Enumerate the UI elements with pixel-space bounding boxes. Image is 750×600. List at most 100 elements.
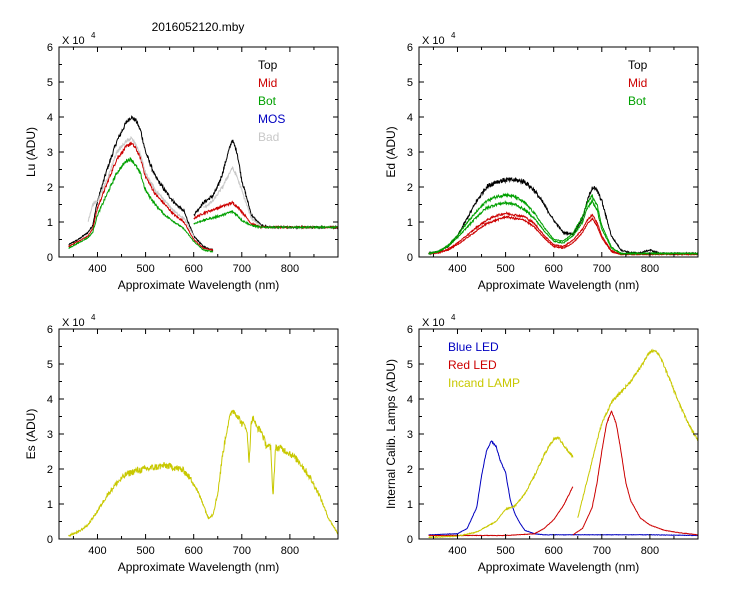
x-tick-label: 400 (448, 263, 466, 275)
series-group (68, 115, 338, 253)
y-tick-label: 5 (407, 77, 413, 89)
plot-frame (58, 328, 339, 540)
y-tick-label: 1 (47, 217, 53, 229)
legend-entry-incand-lamp: Incand LAMP (448, 376, 520, 390)
series-line-red-led (572, 410, 698, 536)
y-tick-label: 4 (47, 112, 53, 124)
y-exponent-label: X 10 (62, 35, 85, 47)
y-tick-label: 4 (407, 112, 413, 124)
y-axis-label: Lu (ADU) (24, 127, 38, 177)
legend-entry-top: Top (258, 58, 278, 72)
y-axis-label: Internal Calib. Lamps (ADU) (384, 359, 398, 509)
series-line-red-led (428, 486, 574, 537)
y-tick-label: 2 (47, 182, 53, 194)
series-line-bot (428, 192, 698, 256)
x-tick-label: 600 (185, 545, 203, 557)
legend-entry-blue-led: Blue LED (448, 340, 499, 354)
x-axis-label: Approximate Wavelength (nm) (118, 560, 280, 574)
chart-lamps: 400 500 600 700 800 0 1 2 3 4 5 6 X 10 4 Approximate W… (384, 313, 699, 574)
y-tick-label: 4 (407, 394, 413, 406)
y-tick-label: 4 (47, 394, 53, 406)
x-tick-label: 400 (448, 545, 466, 557)
x-tick-label: 600 (545, 545, 563, 557)
x-axis-label: Approximate Wavelength (nm) (478, 560, 640, 574)
series-line-top (428, 176, 698, 256)
chart-lu: 400 500 600 700 800 0 1 2 3 4 5 6 X 10 4 Approximate W… (24, 31, 339, 292)
legend-entry-bot: Bot (628, 94, 647, 108)
series-line-bot (193, 210, 338, 230)
y-tick-label: 1 (407, 217, 413, 229)
x-tick-label: 400 (88, 263, 106, 275)
y-tick-label: 1 (407, 499, 413, 511)
y-exponent-power: 4 (451, 31, 456, 40)
y-tick-label: 3 (47, 429, 53, 441)
legend-entry-red-led: Red LED (448, 358, 497, 372)
y-axis-label: Es (ADU) (24, 409, 38, 460)
x-tick-label: 500 (136, 263, 154, 275)
figure-title: 2016052120.mby (152, 20, 245, 34)
chart-es: 400 500 600 700 800 0 1 2 3 4 5 6 X 10 4 Approximate W… (24, 313, 339, 574)
y-tick-label: 3 (407, 429, 413, 441)
x-tick-label: 600 (185, 263, 203, 275)
y-exponent-power: 4 (91, 313, 96, 322)
y-exponent-label: X 10 (422, 35, 445, 47)
y-tick-label: 5 (47, 359, 53, 371)
y-tick-label: 6 (407, 324, 413, 336)
y-axis-label: Ed (ADU) (384, 126, 398, 177)
series-line-mid (193, 200, 338, 230)
series-line-top (193, 139, 338, 230)
series-line-es (68, 409, 338, 537)
series-group (68, 409, 338, 537)
x-tick-label: 800 (281, 263, 299, 275)
x-tick-label: 700 (593, 545, 611, 557)
x-tick-label: 700 (233, 545, 251, 557)
y-exponent-label: X 10 (422, 317, 445, 329)
x-tick-label: 400 (88, 545, 106, 557)
series-line-blue-led (428, 440, 698, 537)
y-tick-label: 0 (407, 252, 413, 264)
x-tick-label: 800 (281, 545, 299, 557)
y-exponent-power: 4 (451, 313, 456, 322)
series-group (428, 176, 698, 257)
x-tick-label: 500 (136, 545, 154, 557)
y-tick-label: 2 (407, 182, 413, 194)
series-line-mid (428, 214, 698, 256)
legend-entry-top: Top (628, 58, 648, 72)
y-tick-label: 0 (47, 534, 53, 546)
series-line-incand-lamp (577, 348, 698, 518)
y-tick-label: 2 (47, 464, 53, 476)
y-tick-label: 5 (47, 77, 53, 89)
y-tick-label: 6 (407, 42, 413, 54)
series-line-incand-lamp (428, 436, 574, 539)
x-tick-label: 700 (233, 263, 251, 275)
x-tick-label: 500 (496, 545, 514, 557)
y-tick-label: 0 (47, 252, 53, 264)
series-line-top (68, 115, 214, 252)
series-line-bad (202, 165, 262, 227)
legend-entry-bad: Bad (258, 130, 279, 144)
legend-entry-mos: MOS (258, 112, 285, 126)
series-line-bad (87, 135, 195, 237)
x-tick-label: 600 (545, 263, 563, 275)
x-axis-label: Approximate Wavelength (nm) (118, 278, 280, 292)
series-line-bot (68, 157, 214, 253)
y-tick-label: 0 (407, 534, 413, 546)
y-tick-label: 3 (407, 147, 413, 159)
legend-entry-bot: Bot (258, 94, 277, 108)
series-line-mid (68, 141, 214, 252)
y-tick-label: 2 (407, 464, 413, 476)
series-group (428, 348, 698, 539)
y-tick-label: 1 (47, 499, 53, 511)
y-exponent-power: 4 (91, 31, 96, 40)
legend-entry-mid: Mid (628, 76, 647, 90)
x-tick-label: 500 (496, 263, 514, 275)
x-tick-label: 800 (641, 545, 659, 557)
legend-entry-mid: Mid (258, 76, 277, 90)
chart-ed: 400 500 600 700 800 0 1 2 3 4 5 6 X 10 4 Approximate W… (384, 31, 699, 292)
y-tick-label: 5 (407, 359, 413, 371)
x-tick-label: 800 (641, 263, 659, 275)
y-tick-label: 3 (47, 147, 53, 159)
x-tick-label: 700 (593, 263, 611, 275)
y-tick-label: 6 (47, 324, 53, 336)
